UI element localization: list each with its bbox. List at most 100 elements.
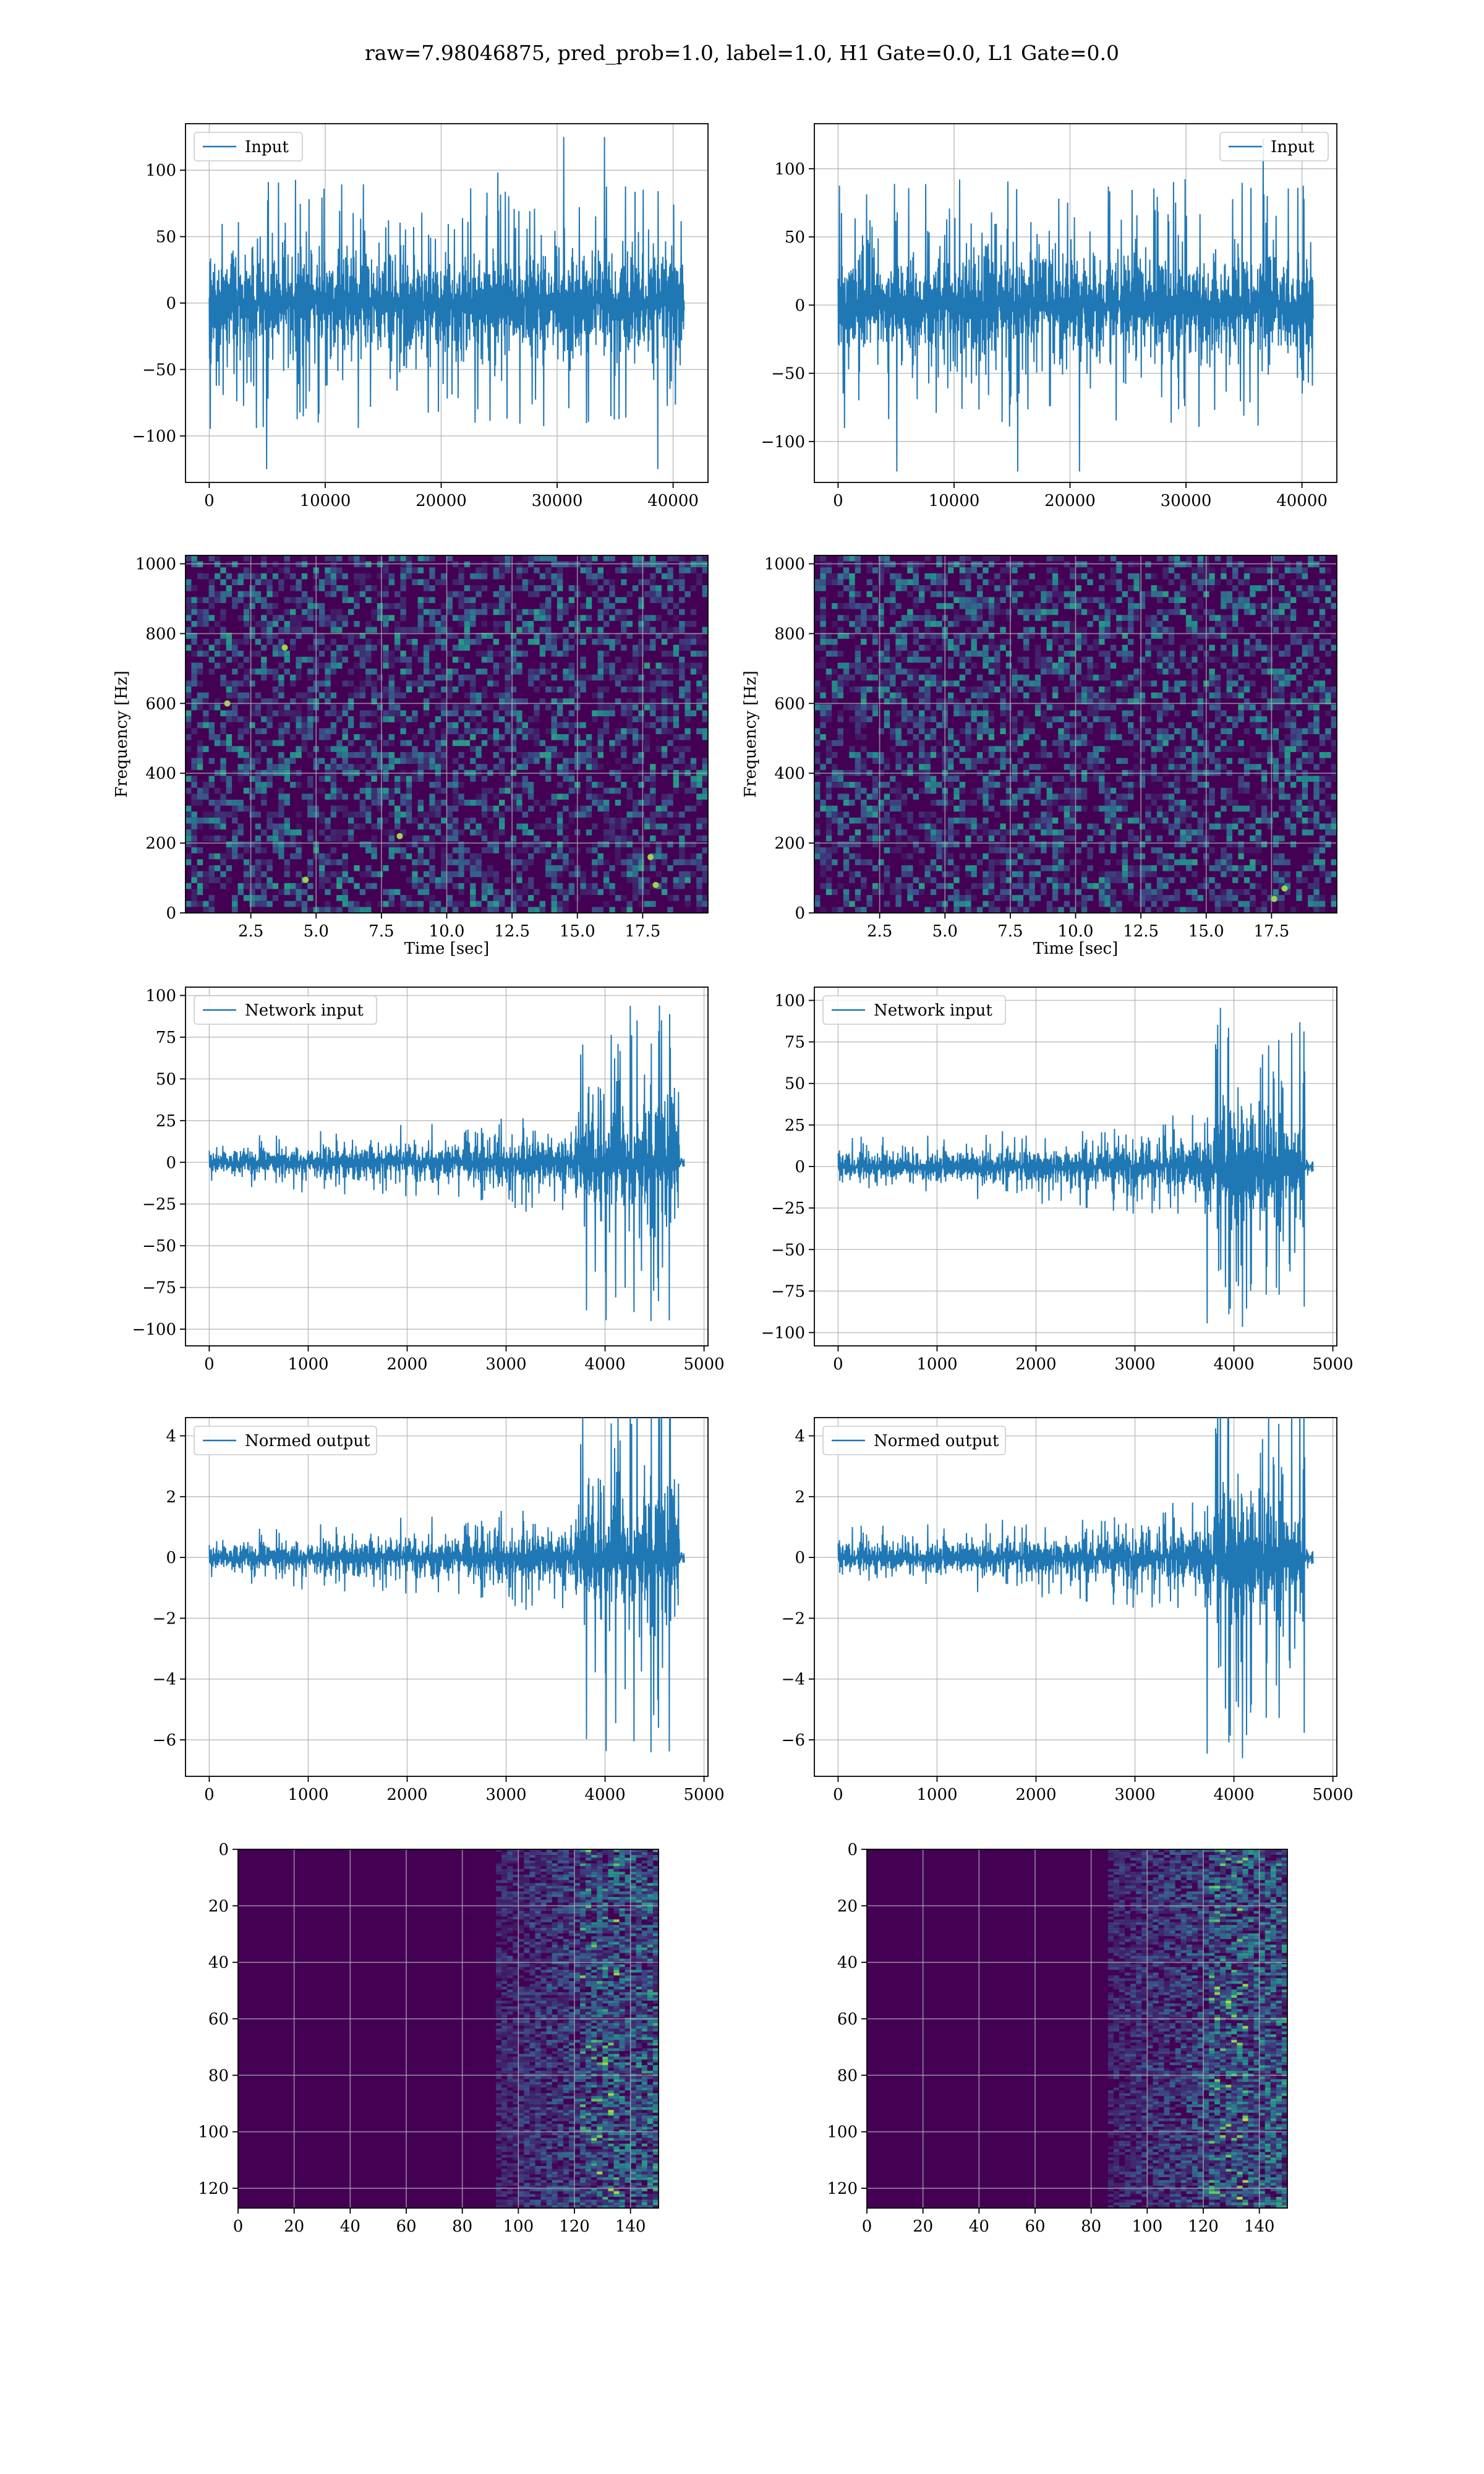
heatmap-cell (924, 615, 931, 621)
heatmap-cell (441, 638, 447, 645)
heatmap-cell (638, 859, 644, 865)
heatmap-cell (1005, 615, 1012, 621)
heatmap-cell (493, 877, 499, 883)
heatmap-cell (1012, 895, 1018, 901)
heatmap-cell (1110, 805, 1117, 812)
heatmap-cell (861, 883, 867, 889)
heatmap-cell (412, 644, 418, 651)
x-tick-label: 0 (204, 492, 215, 510)
heatmap-cell (296, 746, 302, 752)
heatmap-cell (1099, 555, 1105, 562)
heatmap-cell (203, 615, 209, 621)
heatmap-cell (994, 573, 1000, 580)
heatmap-cell (527, 782, 534, 788)
heatmap-cell (1133, 585, 1140, 591)
heatmap-cell (388, 740, 394, 747)
heatmap-cell (1017, 901, 1023, 907)
heatmap-cell (1145, 794, 1151, 800)
heatmap-cell (1214, 621, 1221, 627)
heatmap-cell (1151, 817, 1157, 824)
heatmap-cell (464, 585, 471, 591)
heatmap-cell (417, 751, 424, 758)
heatmap-cell (452, 758, 459, 764)
heatmap-cell (696, 823, 702, 830)
heatmap-cell (400, 776, 406, 782)
heatmap-cell (1128, 615, 1134, 621)
heatmap-cell (1232, 597, 1239, 603)
heatmap-cell (307, 603, 313, 609)
heatmap-cell (214, 573, 221, 580)
heatmap-cell (1128, 710, 1134, 717)
heatmap-cell (1209, 615, 1215, 621)
heatmap-cell (1185, 656, 1192, 663)
heatmap-cell (1070, 800, 1076, 806)
heatmap-cell (1000, 871, 1006, 878)
heatmap-cell (563, 740, 569, 747)
heatmap-cell (684, 823, 691, 830)
heatmap-cell (487, 865, 493, 871)
heatmap-cell (278, 686, 284, 693)
heatmap-cell (994, 907, 1000, 913)
heatmap-cell (423, 823, 430, 830)
heatmap-cell (1226, 853, 1232, 860)
heatmap-cell (983, 877, 989, 883)
heatmap-cell (1070, 734, 1076, 740)
heatmap-cell (849, 716, 855, 722)
heatmap-cell (406, 627, 412, 633)
heatmap-cell (475, 871, 482, 878)
heatmap-cell (197, 847, 203, 854)
heatmap-cell (1221, 633, 1227, 639)
heatmap-cell (261, 674, 267, 681)
heatmap-cell (1064, 603, 1070, 609)
heatmap-cell (702, 638, 708, 645)
heatmap-cell (632, 847, 639, 854)
heatmap-cell (186, 805, 192, 812)
heatmap-cell (505, 710, 511, 717)
heatmap-cell (226, 847, 232, 854)
heatmap-cell (388, 603, 394, 609)
heatmap-cell (226, 686, 232, 693)
heatmap-cell (278, 740, 284, 747)
heatmap-cell (272, 633, 279, 639)
heatmap-cell (1052, 889, 1059, 896)
heatmap-cell (965, 835, 971, 842)
heatmap-cell (965, 651, 971, 657)
heatmap-cell (354, 579, 360, 586)
heatmap-cell (412, 579, 418, 586)
heatmap-cell (325, 555, 331, 562)
heatmap-cell (913, 901, 919, 907)
heatmap-cell (336, 787, 343, 794)
heatmap-cell (197, 698, 203, 704)
heatmap-cell (1005, 638, 1012, 645)
heatmap-cell (861, 746, 867, 752)
heatmap-cell (1156, 835, 1163, 842)
heatmap-cell (615, 776, 621, 782)
heatmap-cell (499, 591, 505, 597)
heatmap-cell (1145, 817, 1151, 824)
heatmap-cell (296, 704, 302, 711)
heatmap-cell (1192, 633, 1198, 639)
heatmap-cell (832, 811, 838, 818)
heatmap-cell (371, 644, 377, 651)
heatmap-cell (1029, 609, 1035, 615)
heatmap-cell (237, 823, 244, 830)
heatmap-cell (1046, 787, 1052, 794)
heatmap-cell (1029, 686, 1035, 693)
heatmap-cell (261, 633, 267, 639)
heatmap-cell (1156, 734, 1163, 740)
heatmap-cell (965, 889, 971, 896)
heatmap-cell (1064, 823, 1070, 830)
heatmap-cell (895, 573, 902, 580)
heatmap-cell (1093, 644, 1099, 651)
heatmap-cell (267, 627, 273, 633)
heatmap-cell (296, 871, 302, 878)
heatmap-cell (1168, 638, 1175, 645)
heatmap-cell (371, 609, 377, 615)
heatmap-cell (690, 710, 697, 717)
heatmap-cell (186, 746, 192, 752)
heatmap-cell (1017, 794, 1023, 800)
heatmap-cell (1034, 859, 1041, 865)
heatmap-cell (1029, 895, 1035, 901)
heatmap-cell (919, 889, 925, 896)
heatmap-cell (959, 782, 966, 788)
